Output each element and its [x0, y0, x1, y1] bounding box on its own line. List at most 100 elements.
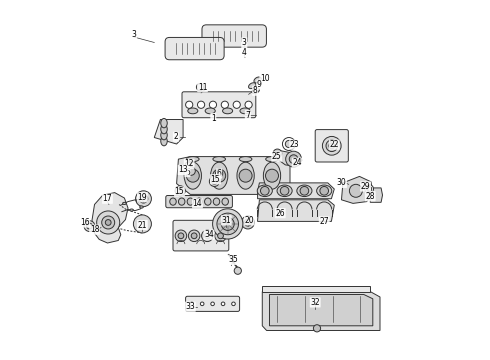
- Circle shape: [185, 162, 191, 168]
- Circle shape: [97, 211, 120, 234]
- Circle shape: [200, 302, 204, 306]
- Circle shape: [245, 101, 252, 108]
- Circle shape: [245, 219, 251, 226]
- Text: 15: 15: [174, 187, 184, 196]
- Ellipse shape: [161, 130, 167, 140]
- Circle shape: [261, 186, 269, 195]
- Circle shape: [242, 216, 254, 229]
- FancyBboxPatch shape: [182, 92, 256, 118]
- Circle shape: [300, 186, 309, 195]
- Text: 11: 11: [198, 83, 207, 92]
- Circle shape: [221, 217, 234, 230]
- Circle shape: [218, 233, 223, 239]
- Circle shape: [266, 169, 278, 182]
- Ellipse shape: [254, 77, 261, 83]
- Ellipse shape: [204, 198, 211, 205]
- Ellipse shape: [211, 162, 228, 189]
- Text: 16: 16: [80, 218, 90, 227]
- Circle shape: [133, 215, 151, 233]
- FancyBboxPatch shape: [166, 195, 232, 208]
- Ellipse shape: [297, 185, 312, 197]
- Ellipse shape: [205, 108, 215, 114]
- Circle shape: [217, 213, 239, 235]
- Polygon shape: [176, 157, 290, 194]
- Circle shape: [289, 155, 298, 163]
- Circle shape: [175, 186, 185, 196]
- Circle shape: [87, 223, 92, 229]
- Polygon shape: [342, 176, 373, 203]
- Ellipse shape: [161, 125, 167, 134]
- Circle shape: [234, 267, 242, 274]
- Circle shape: [216, 170, 222, 177]
- Text: 4: 4: [242, 48, 247, 57]
- Circle shape: [209, 176, 220, 186]
- Circle shape: [322, 136, 341, 155]
- Circle shape: [286, 151, 301, 167]
- Text: 12: 12: [184, 159, 194, 168]
- Circle shape: [211, 302, 215, 306]
- Ellipse shape: [248, 83, 256, 89]
- Ellipse shape: [277, 185, 292, 197]
- Circle shape: [329, 143, 335, 149]
- Circle shape: [326, 140, 338, 152]
- Ellipse shape: [222, 108, 233, 114]
- Circle shape: [349, 184, 363, 197]
- Circle shape: [365, 185, 373, 193]
- Circle shape: [204, 233, 210, 239]
- Circle shape: [188, 230, 200, 242]
- Ellipse shape: [237, 162, 254, 189]
- Circle shape: [191, 233, 197, 239]
- Text: 25: 25: [272, 152, 281, 161]
- Text: 34: 34: [204, 230, 214, 239]
- Text: 31: 31: [221, 216, 231, 225]
- Circle shape: [190, 302, 194, 306]
- Ellipse shape: [317, 185, 332, 197]
- Ellipse shape: [140, 206, 143, 208]
- Circle shape: [187, 167, 196, 175]
- Text: 3: 3: [132, 30, 137, 39]
- Ellipse shape: [136, 199, 140, 202]
- Polygon shape: [270, 294, 373, 326]
- Polygon shape: [262, 292, 380, 330]
- Text: 30: 30: [337, 179, 346, 188]
- Circle shape: [212, 179, 217, 184]
- Ellipse shape: [222, 198, 228, 205]
- Text: 17: 17: [103, 194, 112, 203]
- Circle shape: [201, 230, 213, 242]
- Ellipse shape: [184, 162, 201, 189]
- Text: 35: 35: [229, 256, 238, 264]
- Ellipse shape: [188, 108, 198, 114]
- Circle shape: [196, 84, 204, 91]
- Circle shape: [367, 186, 372, 192]
- Ellipse shape: [122, 202, 126, 204]
- Ellipse shape: [213, 198, 220, 205]
- Circle shape: [175, 230, 187, 242]
- Ellipse shape: [161, 118, 167, 128]
- Circle shape: [213, 169, 226, 182]
- Circle shape: [221, 302, 225, 306]
- Polygon shape: [92, 193, 128, 243]
- Text: 24: 24: [293, 158, 302, 167]
- Text: 32: 32: [310, 298, 320, 307]
- Circle shape: [186, 169, 199, 182]
- Ellipse shape: [252, 88, 259, 94]
- Text: 7: 7: [245, 111, 250, 120]
- Text: 6: 6: [217, 169, 221, 178]
- Ellipse shape: [187, 198, 194, 205]
- Circle shape: [177, 188, 183, 194]
- Text: 29: 29: [361, 182, 370, 191]
- Text: 26: 26: [275, 209, 285, 217]
- Text: 18: 18: [90, 225, 99, 234]
- Circle shape: [186, 101, 193, 108]
- Text: 3: 3: [242, 38, 247, 47]
- Circle shape: [139, 194, 148, 203]
- FancyBboxPatch shape: [202, 25, 267, 47]
- Circle shape: [213, 209, 243, 239]
- FancyBboxPatch shape: [315, 130, 348, 162]
- Circle shape: [239, 169, 252, 182]
- Ellipse shape: [213, 157, 225, 162]
- Text: 15: 15: [211, 175, 220, 184]
- Polygon shape: [262, 286, 370, 292]
- Circle shape: [209, 101, 217, 108]
- Text: 10: 10: [260, 74, 270, 83]
